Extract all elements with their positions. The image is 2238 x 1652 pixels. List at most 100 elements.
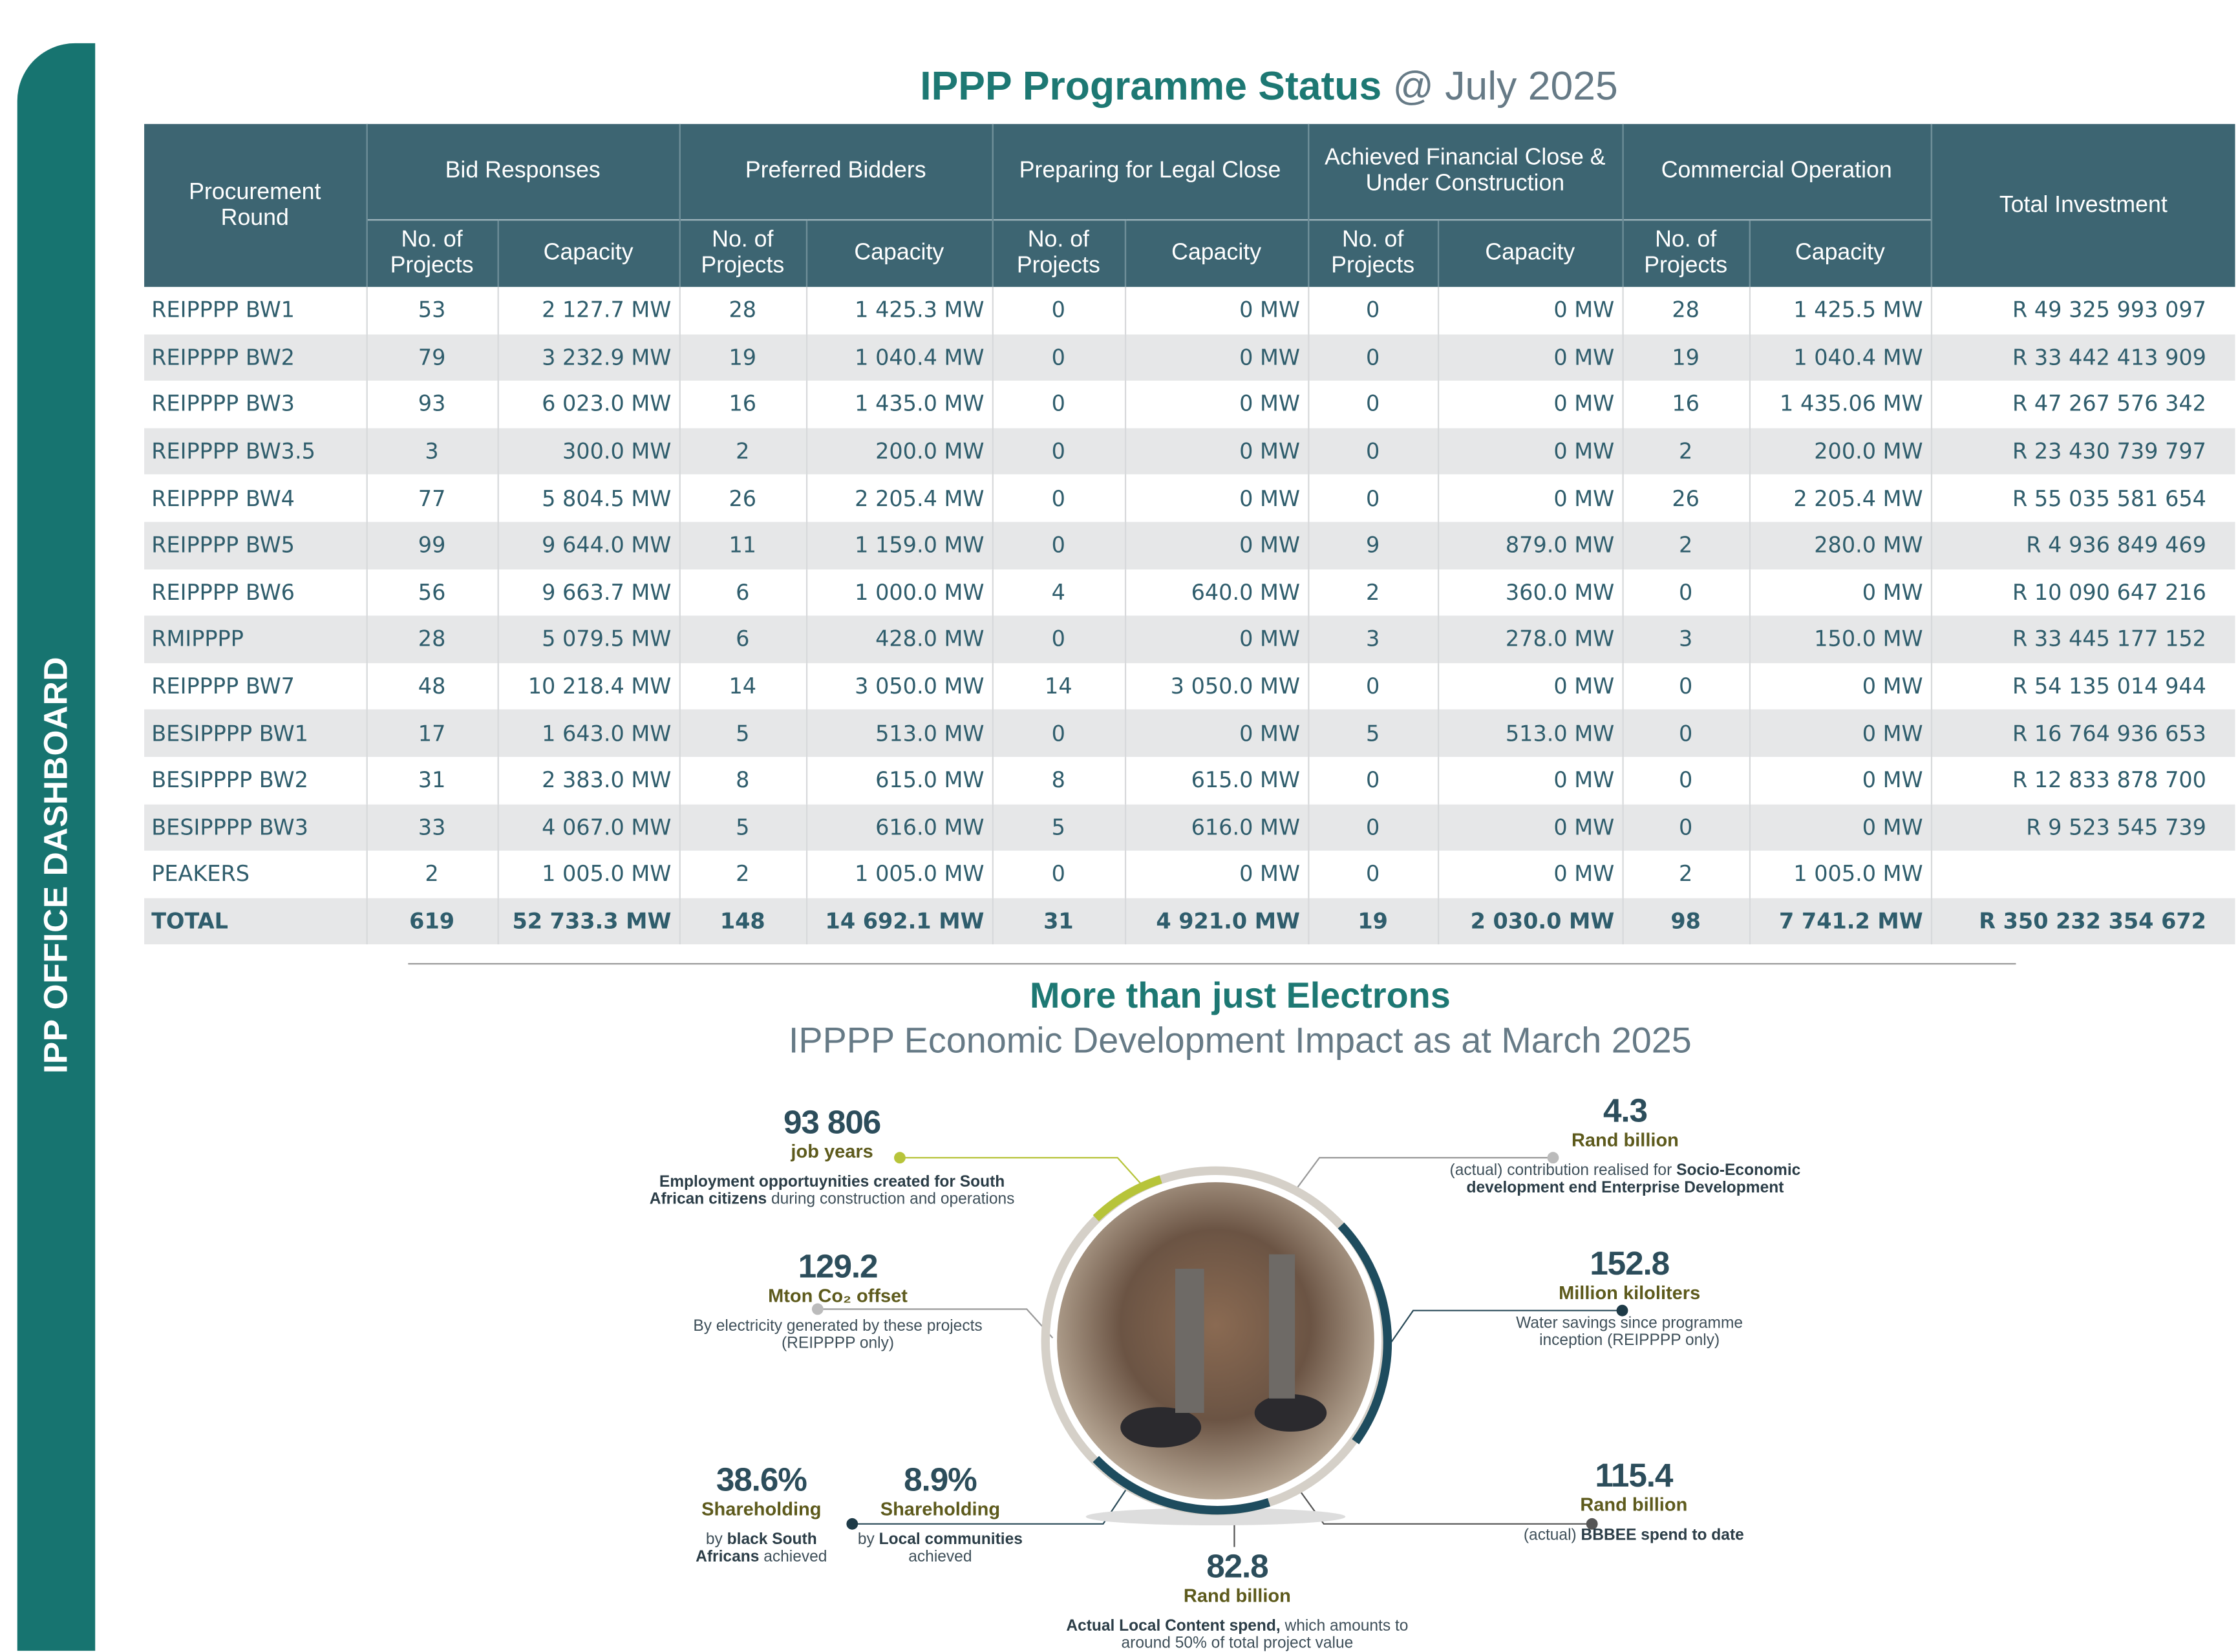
title: IPPP Programme Status @ July 2025 — [144, 63, 2238, 109]
table-cell: R 23 430 739 797 — [1930, 428, 2235, 475]
table-cell: 6 023.0 MW — [496, 381, 679, 429]
table-cell: 3 — [1307, 615, 1438, 663]
table-cell: 0 MW — [1436, 428, 1623, 475]
divider — [408, 963, 2016, 965]
table-cell: 0 — [1307, 662, 1438, 710]
table-cell: 93 — [365, 381, 498, 429]
leader-dots — [811, 1152, 1628, 1530]
table-cell: R 49 325 993 097 — [1930, 286, 2235, 334]
table-cell: 56 — [365, 569, 498, 616]
stat-description-part: during construction and operations — [767, 1191, 1015, 1209]
header-cell: Capacity — [1436, 219, 1623, 287]
table-cell: R 12 833 878 700 — [1930, 756, 2235, 804]
table-cell: 28 — [678, 286, 806, 334]
table-cell: 26 — [1621, 474, 1749, 522]
table-cell: 280.0 MW — [1748, 522, 1931, 569]
table-cell: 3 — [365, 428, 498, 475]
table-cell: 2 205.4 MW — [805, 474, 992, 522]
table-cell: 9 644.0 MW — [496, 522, 679, 569]
stat-description-part: achieved — [908, 1548, 972, 1566]
table-cell: 1 000.0 MW — [805, 569, 992, 616]
table-cell: 6 — [678, 569, 806, 616]
photo-detail — [1120, 1254, 1327, 1448]
table-cell: 9 663.7 MW — [496, 569, 679, 616]
table-cell: 0 — [1307, 474, 1438, 522]
table-cell: 0 — [1621, 710, 1749, 757]
status-table: Procurement Round Bid Responses Preferred … — [144, 123, 2235, 945]
table-cell: 0 MW — [1436, 756, 1623, 804]
table-cell: 640.0 MW — [1124, 569, 1308, 616]
table-cell: 2 127.7 MW — [496, 286, 679, 334]
table-cell: 4 921.0 MW — [1124, 898, 1308, 945]
table-cell: 1 040.4 MW — [1748, 334, 1931, 381]
table-cell: 19 — [1307, 898, 1438, 945]
table-cell: 4 — [991, 569, 1125, 616]
table-cell: 616.0 MW — [1124, 803, 1308, 851]
table-cell: REIPPPP BW1 — [151, 297, 295, 324]
header-cell: No. of Projects — [991, 219, 1125, 287]
table-cell: 0 MW — [1124, 522, 1308, 569]
table-cell: 5 — [678, 803, 806, 851]
table-cell: 0 — [1621, 662, 1749, 710]
header-cell: No. of Projects — [365, 219, 498, 287]
header-cell: Commercial Operation — [1621, 123, 1931, 220]
table-cell: 360.0 MW — [1436, 569, 1623, 616]
table-cell: 0 MW — [1748, 710, 1931, 757]
table-cell: REIPPPP BW3 — [151, 391, 295, 418]
table-cell: 278.0 MW — [1436, 615, 1623, 663]
stat-unit: Million kiloliters — [1559, 1282, 1701, 1304]
table-cell: 2 — [1307, 569, 1438, 616]
table-cell: 615.0 MW — [1124, 756, 1308, 804]
table-row: BESIPPPP BW1 17 1 643.0 MW 5 513.0 MW 0 0 MW 5 5… — [144, 710, 2235, 757]
stat-value: 93 806 — [783, 1103, 881, 1141]
stat-value: 115.4 — [1595, 1456, 1673, 1494]
table-row: REIPPPP BW7 48 10 218.4 MW 14 3 050.0 MW 14 3 … — [144, 662, 2235, 710]
table-cell: R 350 232 354 672 — [1930, 898, 2235, 945]
table-cell: 0 — [991, 851, 1125, 898]
table-cell: 0 MW — [1124, 428, 1308, 475]
table-cell: TOTAL — [144, 898, 367, 945]
table-cell: R 47 267 576 342 — [1930, 381, 2235, 429]
stat: 4.3 Rand billion (actual) contribution rea… — [1438, 1092, 1813, 1197]
header-cell: No. of Projects — [678, 219, 806, 287]
table-cell: REIPPPP BW5 — [144, 522, 367, 569]
table-cell: 3 050.0 MW — [1124, 662, 1308, 710]
table-cell: 3 232.9 MW — [496, 334, 679, 381]
table-cell: REIPPPP BW4 — [151, 485, 295, 512]
stat-description-part: Actual Local Content spend, — [1066, 1617, 1281, 1635]
table-cell: 0 — [1621, 803, 1749, 851]
table-cell: R 16 764 936 653 — [1930, 710, 2235, 757]
impact-subtitle: IPPPP Economic Development Impact as at … — [788, 1021, 1692, 1061]
table-cell: 200.0 MW — [1748, 428, 1931, 475]
stat-description-part: Employment opportuynities created for So… — [649, 1173, 1005, 1209]
stat-description-part: by — [857, 1530, 879, 1549]
table-cell: 619 — [365, 898, 498, 945]
table-cell: 5 — [1307, 710, 1438, 757]
table-cell: 53 — [365, 286, 498, 334]
table-cell: 0 — [1307, 851, 1438, 898]
table-cell: 28 — [365, 615, 498, 663]
table-cell: 11 — [678, 522, 806, 569]
title-text: IPPP Programme Status — [920, 63, 1382, 109]
table-cell: 2 — [1621, 428, 1749, 475]
table-cell: 5 — [991, 803, 1125, 851]
header-row: No. of Projects Capacity No. of Projects Ca… — [144, 219, 2235, 287]
table-cell: BESIPPPP BW3 — [144, 803, 367, 851]
table-cell: 1 425.5 MW — [1748, 286, 1931, 334]
table-cell: 2 030.0 MW — [1436, 898, 1623, 945]
impact-title: More than just Electrons — [1030, 976, 1451, 1017]
stat-description-part: By electricity generated by these projec… — [693, 1317, 983, 1353]
stat-description: By electricity generated by these projec… — [679, 1318, 997, 1353]
table-cell: 19 — [1621, 334, 1749, 381]
table-cell: 513.0 MW — [805, 710, 992, 757]
table-cell — [1930, 851, 2235, 898]
table-cell: REIPPPP BW6 — [151, 579, 295, 606]
table-cell: 5 — [678, 710, 806, 757]
table-cell: 0 MW — [1124, 334, 1308, 381]
stat: 93 806 job years Employment opportuynities… — [637, 1103, 1027, 1208]
stat-description-part: BBBEE spend to date — [1581, 1527, 1744, 1545]
table-cell: 5 079.5 MW — [496, 615, 679, 663]
table-cell: 16 — [1621, 381, 1749, 429]
stat: 8.9% Shareholding by Local communities ach… — [846, 1461, 1034, 1566]
header-cell: Preparing for Legal Close — [991, 123, 1308, 220]
